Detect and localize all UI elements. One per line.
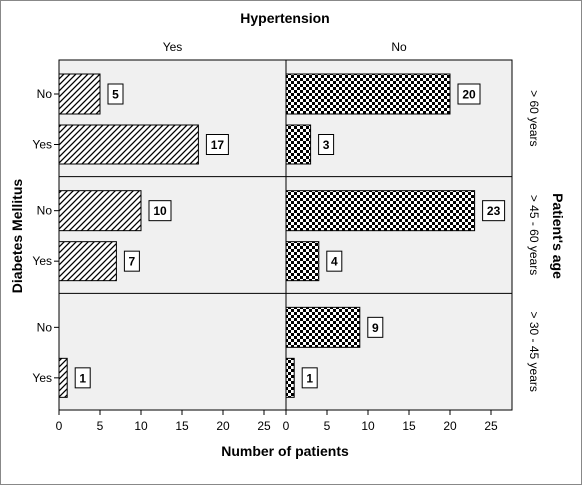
data-label-box: [74, 367, 91, 389]
row-header: > 45 - 60 years: [527, 195, 541, 275]
data-label: 10: [153, 204, 167, 218]
x-tick-label: 15: [402, 419, 416, 433]
data-label-box: [301, 367, 318, 389]
data-label: 5: [112, 88, 119, 102]
data-label: 7: [129, 255, 136, 269]
data-label-box: [326, 250, 343, 272]
data-label-box: [482, 200, 506, 222]
bar: [58, 73, 101, 115]
bar: [285, 190, 476, 232]
bar: [58, 124, 199, 165]
y-axis-title: Diabetes Mellitus: [9, 179, 25, 294]
x-tick-label: 20: [443, 419, 457, 433]
data-label-box: [318, 134, 335, 155]
y-tick-label: Yes: [32, 138, 52, 152]
bar: [285, 357, 295, 398]
data-label: 1: [306, 371, 313, 385]
bar: [285, 124, 312, 165]
data-label: 9: [372, 321, 379, 335]
data-label: 17: [211, 138, 225, 152]
data-label: 3: [323, 138, 330, 152]
bar: [285, 73, 451, 115]
data-label: 20: [462, 88, 476, 102]
x-tick-label: 15: [175, 419, 189, 433]
bar: [285, 306, 361, 348]
column-header: No: [391, 40, 407, 54]
data-label: 4: [331, 255, 338, 269]
bar: [285, 241, 320, 282]
y-tick-label: No: [37, 320, 53, 334]
x-tick-label: 0: [283, 419, 290, 433]
data-label: 23: [487, 204, 501, 218]
bar: [58, 241, 117, 282]
y-tick-label: Yes: [32, 371, 52, 385]
data-label-box: [367, 316, 384, 338]
x-tick-label: 5: [324, 419, 331, 433]
y-tick-label: No: [37, 204, 53, 218]
x-tick-label: 25: [484, 419, 498, 433]
y-tick-label: Yes: [32, 254, 52, 268]
data-label-box: [123, 250, 140, 272]
x-tick-label: 20: [216, 419, 230, 433]
x-tick-label: 10: [134, 419, 148, 433]
bar: [58, 357, 68, 398]
x-tick-label: 0: [56, 419, 63, 433]
data-label-box: [148, 200, 172, 222]
column-header: Yes: [163, 40, 183, 54]
x-axis-title: Number of patients: [221, 443, 349, 459]
x-tick-label: 10: [361, 419, 375, 433]
data-label: 1: [79, 371, 86, 385]
x-tick-label: 5: [97, 419, 104, 433]
x-tick-label: 25: [257, 419, 271, 433]
row-header: > 60 years: [527, 90, 541, 146]
y-tick-label: No: [37, 87, 53, 101]
row-header: > 30 - 45 years: [527, 311, 541, 391]
bar: [58, 190, 142, 232]
chart-title: Hypertension: [240, 10, 329, 26]
data-label-box: [457, 83, 481, 105]
data-label-box: [205, 134, 229, 155]
data-label-box: [107, 83, 124, 105]
row-axis-title: Patient's age: [550, 193, 566, 279]
